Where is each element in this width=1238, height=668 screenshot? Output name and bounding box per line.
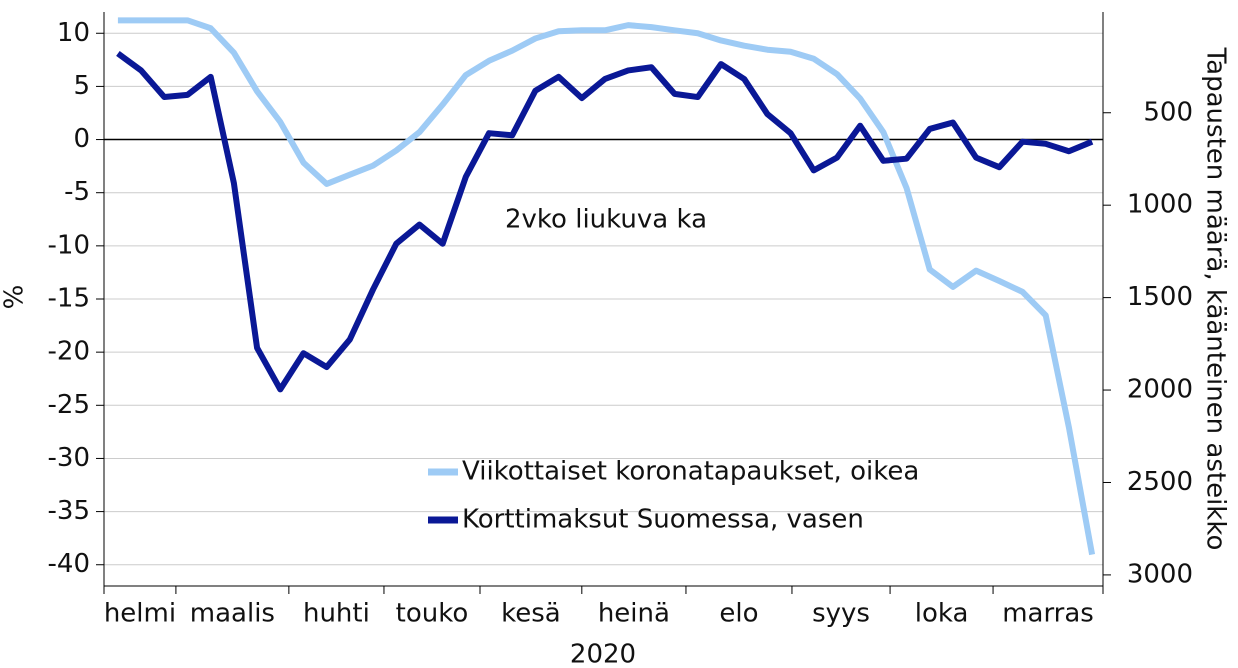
y2-tick-label: 2500: [1127, 467, 1193, 497]
y-tick-label: -10: [48, 230, 90, 260]
x-tick-label: marras: [1002, 599, 1094, 629]
x-axis-label: 2020: [570, 640, 636, 668]
x-tick-label: loka: [915, 599, 969, 629]
x-tick-label: heinä: [598, 599, 670, 629]
y-tick-label: -30: [48, 443, 90, 473]
y2-tick-label: 500: [1143, 97, 1193, 127]
y2-tick-label: 2000: [1127, 375, 1193, 405]
x-tick-label: kesä: [501, 599, 561, 629]
y-tick-label: -35: [48, 496, 90, 526]
legend-label: Korttimaksut Suomessa, vasen: [462, 505, 864, 535]
series-line: [117, 17, 1096, 556]
x-tick-label: helmi: [104, 599, 176, 629]
x-tick-label: touko: [396, 599, 469, 629]
y-tick-label: 5: [73, 71, 90, 101]
y-tick-label: 10: [57, 18, 90, 48]
x-tick-label: huhti: [303, 599, 370, 629]
y2-tick-label: 1500: [1127, 282, 1193, 312]
y-tick-label: -20: [48, 337, 90, 367]
series-line: [116, 51, 1094, 393]
y2-axis-label: Tapausten määrä, käänteinen asteikko: [1201, 47, 1231, 551]
y-tick-label: -5: [64, 177, 90, 207]
y-tick-label: 0: [73, 124, 90, 154]
y-tick-label: -40: [48, 549, 90, 579]
y-tick-label: -25: [48, 390, 90, 420]
x-tick-label: syys: [812, 599, 870, 629]
y-tick-label: -15: [48, 284, 90, 314]
y-axis-label: %: [0, 285, 30, 310]
annotation: 2vko liukuva ka: [505, 205, 707, 235]
x-tick-label: elo: [719, 599, 758, 629]
y2-tick-label: 3000: [1127, 559, 1193, 589]
y2-tick-label: 1000: [1127, 190, 1193, 220]
x-tick-label: maalis: [190, 599, 275, 629]
legend-label: Viikottaiset koronatapaukset, oikea: [462, 457, 919, 487]
